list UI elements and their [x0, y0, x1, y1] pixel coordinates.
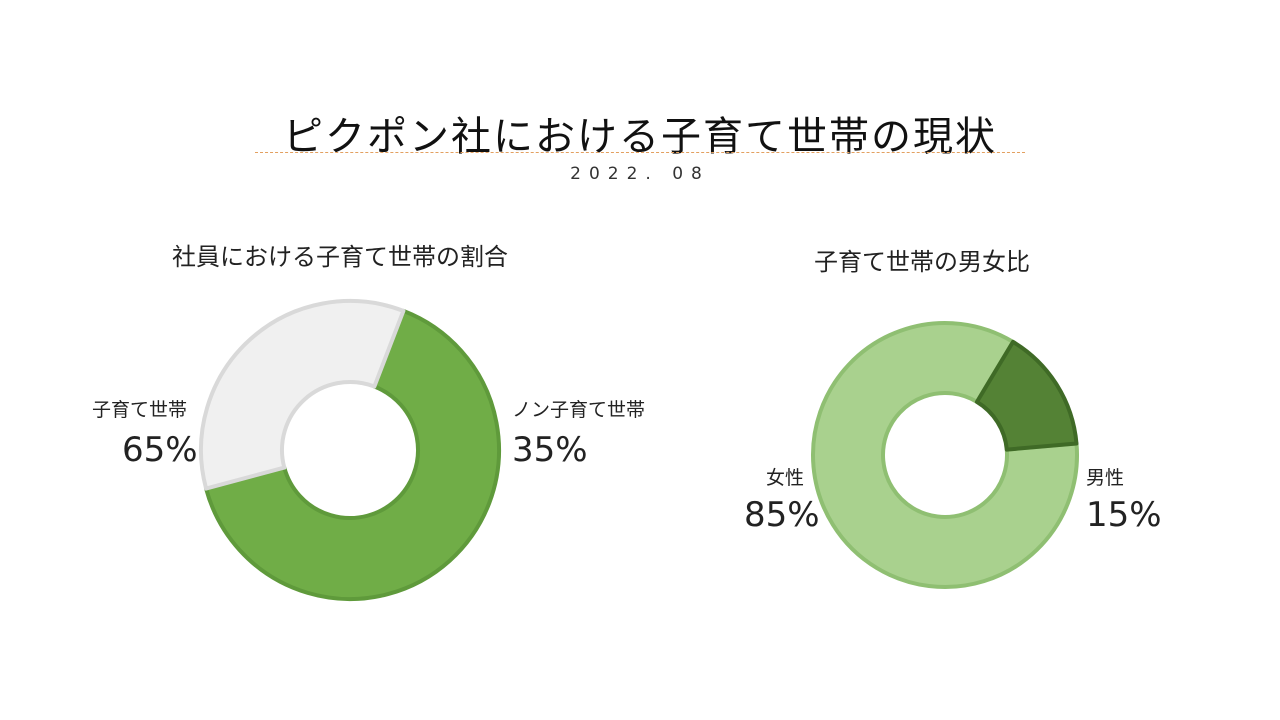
chart2-slice-0	[811, 321, 1079, 589]
chart1-slice-1	[199, 299, 406, 491]
chart2-label-1-name: 男性	[1086, 467, 1125, 489]
chart2-slice-1	[974, 339, 1079, 452]
report-date: 2022. 08	[570, 164, 710, 184]
page-title: ピクポン社における子育て世帯の現状	[283, 114, 997, 160]
title-underline	[255, 152, 1025, 153]
chart1-label-0-name: 子育て世帯	[92, 399, 188, 421]
chart1-donut	[199, 299, 501, 601]
chart1-title: 社員における子育て世帯の割合	[172, 243, 508, 271]
chart2-label-1-value: 15%	[1086, 495, 1162, 535]
chart1-label-1-value: 35%	[512, 430, 588, 470]
chart2-title: 子育て世帯の男女比	[814, 248, 1030, 276]
chart1-label-0-value: 65%	[122, 430, 198, 470]
chart2-label-0-value: 85%	[744, 495, 820, 535]
chart1-slice-0	[204, 308, 501, 601]
chart2-donut	[811, 321, 1079, 589]
chart1-label-1-name: ノン子育て世帯	[512, 399, 646, 421]
chart2-label-0-name: 女性	[766, 467, 805, 489]
